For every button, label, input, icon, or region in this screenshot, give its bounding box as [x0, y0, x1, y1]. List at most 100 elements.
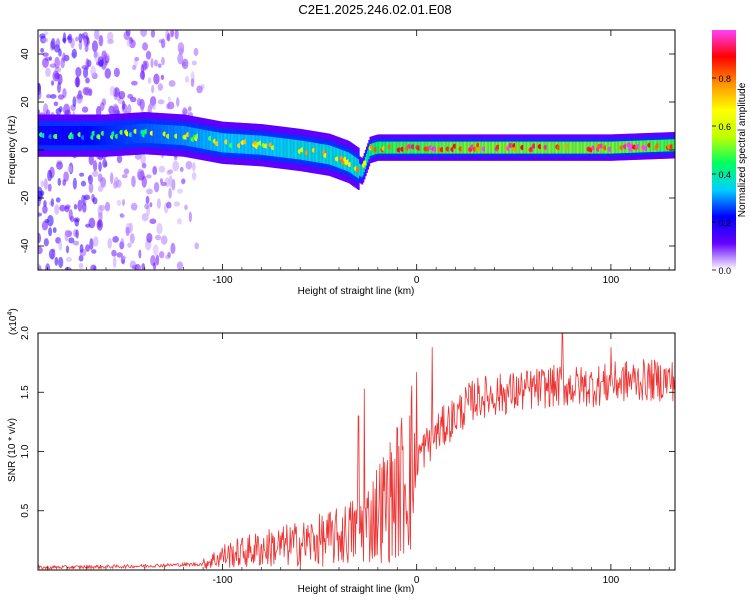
heatmap-ridge-cell	[148, 123, 150, 144]
heatmap-x-ticks: -100 0 100	[47, 30, 670, 286]
heatmap-noise-cell	[45, 263, 51, 270]
heatmap-ridge-cell	[462, 141, 465, 154]
heatmap-noise-cell	[149, 218, 157, 225]
heatmap-ridge-cell	[289, 139, 291, 159]
heatmap-ridge-cell	[480, 141, 482, 154]
heatmap-noise-cell	[121, 100, 126, 110]
heatmap-noise-cell	[116, 199, 122, 206]
heatmap-ridge-cell	[527, 141, 530, 154]
heatmap-noise-cell	[99, 101, 105, 112]
heatmap-ridge-cell	[594, 141, 597, 154]
heatmap-ridge-cell	[279, 137, 282, 158]
heatmap-ridge-cell	[158, 124, 161, 144]
heatmap-noise-cell	[129, 260, 137, 269]
heatmap-noise-cell	[155, 254, 160, 266]
heatmap-ridge-cell	[57, 126, 60, 146]
heatmap-noise-cell	[41, 37, 49, 43]
heatmap-noise-cell	[85, 244, 91, 252]
heatmap-ridge-cell	[94, 126, 97, 146]
heatmap-ridge-cell	[606, 141, 608, 154]
heatmap-noise-cell	[64, 204, 71, 210]
heatmap-ridge-cell	[659, 139, 662, 152]
heatmap-noise-cell	[131, 65, 137, 71]
heatmap-noise-cell	[152, 165, 158, 175]
heatmap-noise-cell	[146, 188, 153, 195]
heatmap-noise-cell	[99, 204, 106, 212]
heatmap-noise-cell	[38, 232, 42, 244]
heatmap-noise-cell	[127, 104, 132, 115]
heatmap-ridge-cell	[200, 129, 203, 149]
heatmap-ridge-cell	[165, 124, 168, 145]
heatmap-ridge-cell	[493, 141, 495, 154]
colorbar-ticks: 0.0 0.2 0.4 0.6 0.8	[712, 74, 731, 276]
heatmap-ridge-cell	[392, 141, 395, 154]
heatmap-ridge-cell	[80, 126, 83, 146]
heatmap-ridge-cell	[137, 124, 140, 144]
heatmap-noise-cell	[42, 205, 48, 214]
heatmap-ridge-cell	[318, 143, 321, 163]
heatmap-ridge-cell	[334, 147, 337, 167]
heatmap-noise-cell	[127, 93, 134, 99]
heatmap-ridge-cell	[202, 129, 205, 149]
heatmap-ridge-cell	[467, 141, 470, 154]
heatmap-ridge-cell	[368, 147, 371, 160]
heatmap-noise-cell	[182, 107, 188, 116]
heatmap-noise-cell	[91, 249, 97, 254]
heatmap-ridge-cell	[365, 153, 368, 166]
heatmap-noise-cell	[104, 68, 112, 79]
heatmap-ridge-cell	[571, 141, 573, 154]
heatmap-noise-cell	[38, 263, 41, 270]
heatmap-noise-cell	[54, 56, 60, 69]
heatmap-ridge-cell	[660, 139, 663, 152]
heatmap-ridge-cell	[391, 141, 394, 154]
heatmap-ridge-cell	[51, 126, 54, 146]
y-tick-label: 40	[20, 48, 31, 60]
heatmap-noise-cell	[78, 33, 83, 44]
heatmap-ridge-cell	[552, 141, 555, 154]
heatmap-ridge-cell	[46, 126, 49, 146]
heatmap-noise-cell	[50, 80, 55, 86]
heatmap-noise-cell	[46, 94, 52, 99]
heatmap-ridge-cell	[132, 124, 135, 144]
heatmap-ridge-cell	[286, 138, 289, 159]
heatmap-noise-cell	[78, 254, 84, 262]
heatmap-ridge-cell	[201, 129, 204, 149]
heatmap-noise-cell	[196, 85, 203, 94]
heatmap-ridge-cell	[278, 137, 281, 158]
heatmap-noise-cell	[166, 169, 172, 176]
heatmap-ridge-cell	[526, 141, 529, 154]
heatmap-noise-cell	[68, 209, 73, 221]
heatmap-noise-cell	[134, 153, 142, 160]
heatmap-noise-cell	[78, 40, 83, 51]
heatmap-noise-cell	[83, 38, 87, 47]
heatmap-y-axis-label: Frequency (Hz)	[7, 116, 18, 185]
heatmap-ridge-cell	[206, 130, 209, 150]
heatmap-noise-cell	[56, 161, 63, 170]
heatmap-noise-cell	[75, 75, 80, 88]
heatmap-ridge-cell	[117, 125, 120, 145]
heatmap-ridge-cell	[287, 138, 290, 159]
heatmap-noise-cell	[47, 183, 52, 192]
heatmap-ridge-cell	[653, 139, 656, 152]
heatmap-ridge-cell	[276, 137, 279, 157]
heatmap-ridge-cell	[100, 126, 103, 146]
heatmap-noise-cell	[67, 165, 73, 173]
heatmap-ridge-cell	[420, 141, 423, 154]
heatmap-noise-cell	[129, 233, 135, 244]
heatmap-ridge-cell	[282, 138, 284, 158]
heatmap-noise-cell	[176, 261, 184, 270]
heatmap-ridge-cell	[63, 126, 65, 146]
heatmap-ridge-cell	[329, 145, 332, 165]
y-tick-label: -20	[20, 190, 31, 205]
heatmap-ridge-cell	[109, 125, 112, 145]
heatmap-noise-cell	[93, 236, 99, 247]
heatmap-ridge-cell	[314, 142, 317, 163]
heatmap-noise-cell	[38, 246, 43, 255]
heatmap-ridge-cell	[589, 141, 592, 154]
heatmap-noise-cell	[116, 154, 123, 164]
heatmap-ridge-cell	[177, 125, 180, 145]
heatmap-ridge-cell	[583, 141, 586, 154]
heatmap-ridge-cell	[613, 141, 615, 154]
heatmap-noise-cell	[80, 180, 87, 187]
heatmap-noise-cell	[81, 202, 87, 213]
